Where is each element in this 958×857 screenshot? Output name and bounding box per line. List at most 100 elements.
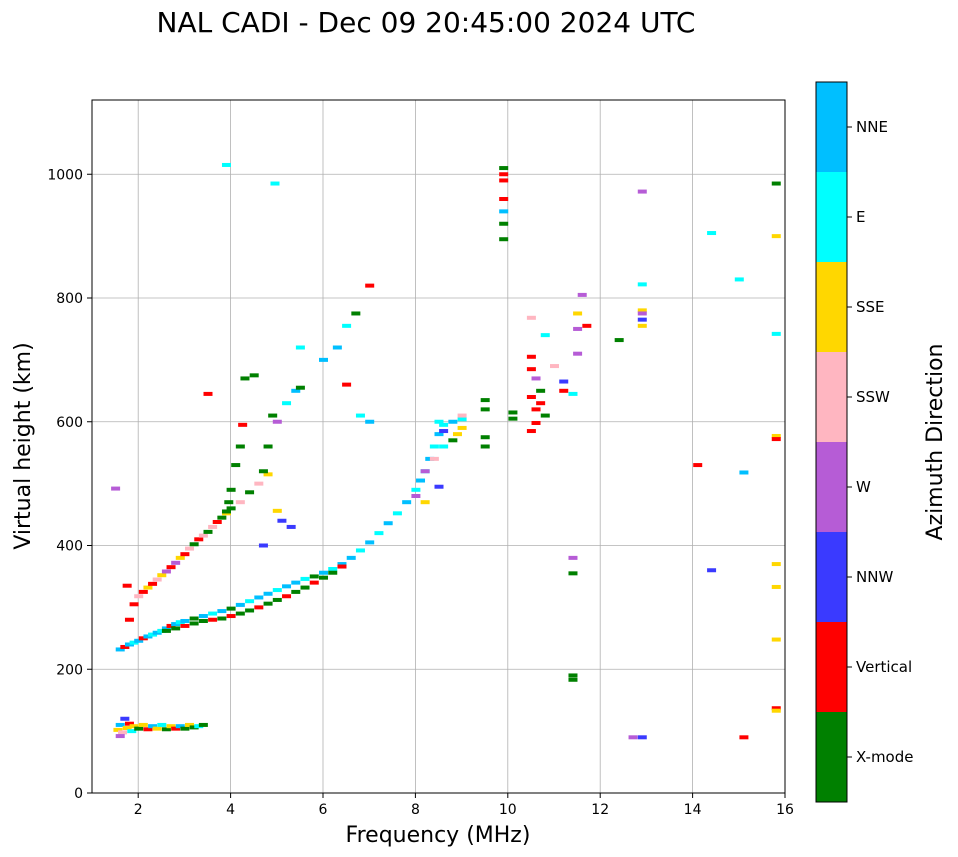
data-point [138, 636, 148, 641]
data-point [129, 724, 139, 729]
data-point [499, 197, 509, 201]
data-point [152, 726, 162, 731]
data-point [434, 419, 444, 424]
data-point [129, 640, 139, 645]
data-point [127, 729, 137, 734]
data-point [198, 533, 208, 538]
data-point [148, 581, 158, 586]
data-point [180, 726, 190, 731]
data-point [526, 367, 536, 372]
data-point [771, 706, 781, 711]
azimuth-colorbar: X-mode Vertical NNW W SSW SSE E NNE [815, 81, 913, 803]
data-point [771, 637, 781, 642]
data-point [429, 444, 439, 449]
data-point [416, 478, 426, 483]
data-point [559, 388, 569, 393]
data-point [258, 543, 268, 548]
data-point [157, 573, 167, 578]
data-point [771, 437, 781, 442]
y-tick-label: 1000 [47, 167, 83, 183]
data-point [439, 444, 449, 449]
data-point [263, 472, 273, 477]
data-point [693, 463, 703, 468]
data-point [208, 611, 218, 616]
data-point [573, 326, 583, 331]
x-tick-label: 6 [319, 802, 328, 818]
data-point [531, 420, 541, 425]
data-point [291, 580, 301, 585]
data-point [194, 724, 204, 729]
data-point [152, 577, 162, 582]
data-point [319, 570, 328, 575]
data-point [231, 463, 241, 468]
data-point [115, 647, 125, 652]
data-point [499, 221, 509, 226]
data-point [434, 484, 444, 489]
data-point [208, 524, 218, 529]
data-point [194, 537, 204, 542]
data-point [263, 591, 273, 596]
data-point [221, 509, 231, 514]
data-point [328, 567, 338, 572]
data-point [198, 618, 208, 623]
data-point [166, 565, 176, 570]
colorbar-label: X-mode [856, 748, 913, 766]
data-point [217, 515, 227, 520]
data-point [148, 724, 158, 729]
data-point [111, 486, 121, 491]
data-point [286, 524, 296, 529]
data-point [355, 548, 365, 553]
data-point [148, 632, 158, 637]
data-point [434, 432, 444, 437]
data-point [198, 614, 208, 619]
x-tick-label: 10 [499, 802, 517, 818]
data-point [171, 626, 181, 631]
colorbar-segment [816, 622, 847, 712]
data-point [258, 469, 268, 474]
data-point [526, 429, 536, 434]
data-point [134, 726, 144, 731]
data-point [221, 162, 231, 167]
data-point [531, 407, 541, 412]
data-point [499, 237, 509, 242]
y-tick-label: 200 [56, 662, 83, 678]
data-point [499, 178, 509, 183]
data-point [337, 564, 347, 569]
data-point [175, 620, 185, 625]
data-point [134, 594, 144, 599]
data-point [420, 500, 430, 505]
colorbar-segment [816, 712, 847, 802]
data-point [120, 716, 130, 721]
data-point [439, 422, 449, 427]
data-point [637, 735, 647, 740]
data-point [568, 555, 578, 560]
data-point [245, 490, 255, 495]
data-point [295, 385, 305, 390]
data-point [771, 181, 781, 186]
data-point [480, 435, 490, 440]
data-point [254, 481, 264, 486]
data-point [637, 311, 647, 316]
data-point [282, 594, 292, 599]
data-point [309, 574, 319, 579]
colorbar-label: E [856, 208, 865, 226]
data-point [122, 583, 132, 588]
data-point [526, 354, 536, 359]
data-point [268, 413, 278, 418]
data-point [189, 542, 199, 547]
data-point [235, 444, 245, 449]
x-tick-label: 4 [226, 802, 235, 818]
colorbar-segment [816, 532, 847, 622]
data-point [480, 407, 490, 412]
data-point [628, 735, 638, 740]
data-point [226, 614, 236, 619]
x-tick-label: 2 [134, 802, 143, 818]
data-point [637, 282, 647, 287]
data-point [161, 628, 171, 633]
data-point [568, 571, 578, 576]
data-point [245, 599, 255, 604]
data-point [411, 494, 421, 498]
data-point [161, 569, 171, 574]
data-point [411, 487, 421, 492]
